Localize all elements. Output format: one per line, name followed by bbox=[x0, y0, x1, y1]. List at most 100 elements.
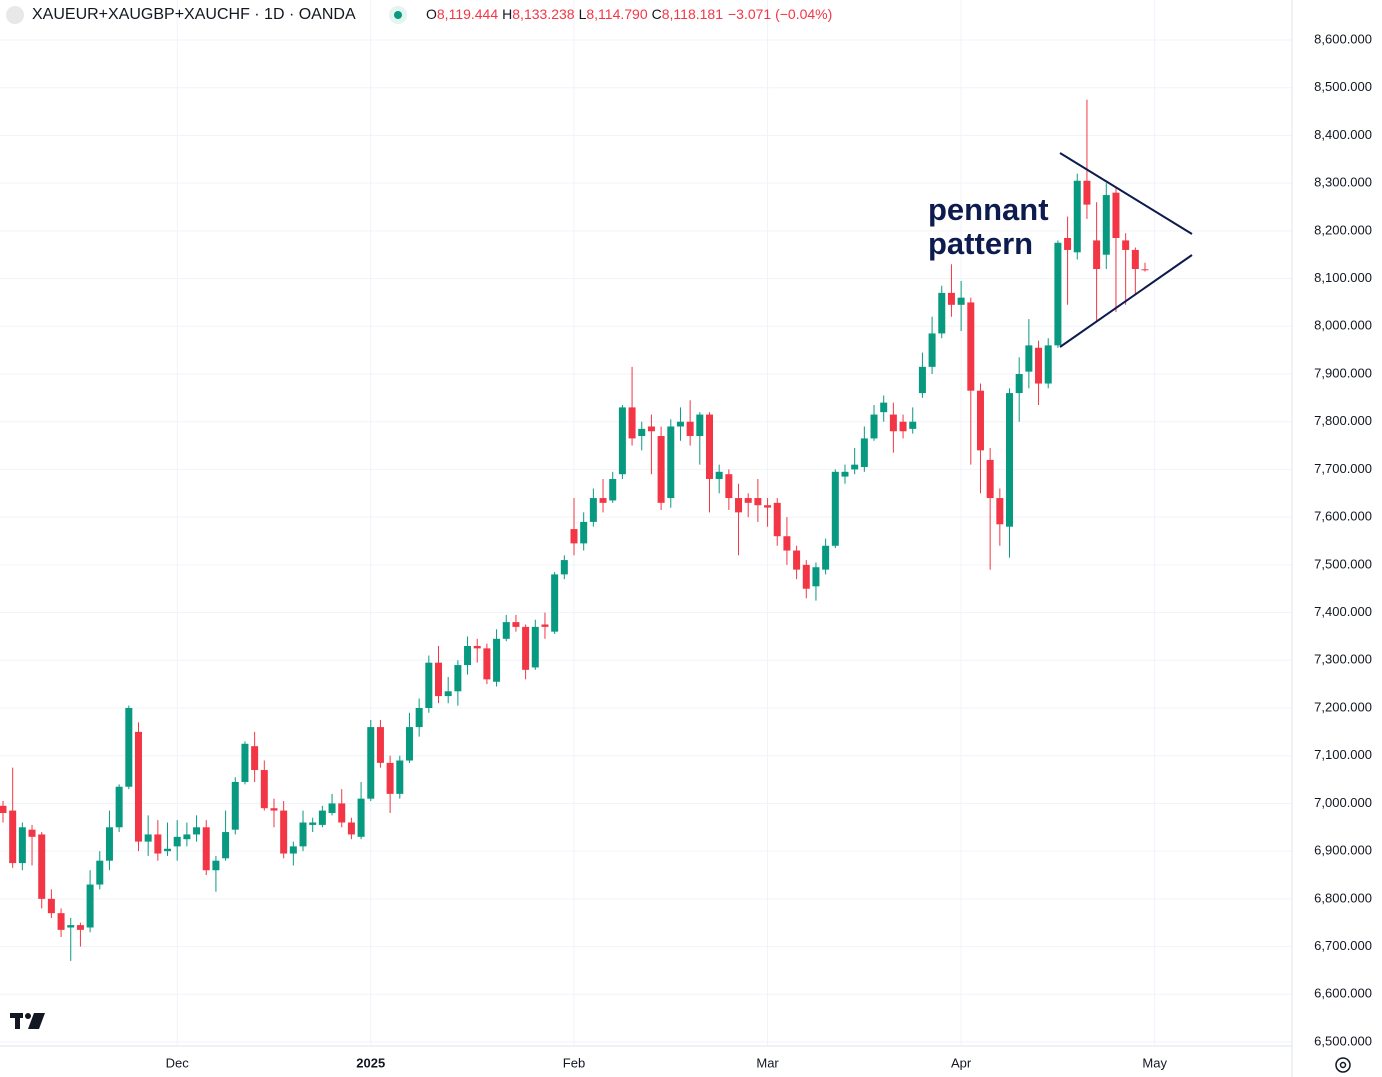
candle-body bbox=[9, 810, 17, 864]
candle-body bbox=[551, 574, 559, 632]
candle-body bbox=[1131, 249, 1139, 270]
candle-body bbox=[696, 414, 704, 437]
candle-body bbox=[473, 645, 481, 649]
y-tick-label: 8,400.000 bbox=[1314, 127, 1372, 142]
candle-body bbox=[86, 884, 94, 928]
candle-body bbox=[222, 832, 230, 859]
status-dot bbox=[394, 11, 402, 19]
y-tick-label: 6,500.000 bbox=[1314, 1033, 1372, 1048]
candle-body bbox=[493, 638, 501, 682]
candle-body bbox=[899, 421, 907, 432]
x-tick-label: Apr bbox=[951, 1055, 972, 1070]
y-tick-label: 7,200.000 bbox=[1314, 699, 1372, 714]
settings-icon-center bbox=[1339, 1061, 1347, 1069]
candle-body bbox=[841, 471, 849, 477]
y-tick-label: 7,900.000 bbox=[1314, 365, 1372, 380]
candle-body bbox=[47, 898, 55, 914]
pennant-lower bbox=[1059, 254, 1193, 348]
candle-body bbox=[541, 624, 549, 627]
y-tick-label: 6,600.000 bbox=[1314, 986, 1372, 1001]
candle-body bbox=[783, 536, 791, 551]
candle-body bbox=[328, 803, 336, 813]
y-tick-label: 7,300.000 bbox=[1314, 652, 1372, 667]
header: XAUEUR+XAUGBP+XAUCHF · 1D · OANDA O8,119… bbox=[6, 6, 832, 24]
candle-body bbox=[415, 708, 423, 728]
tv-logo bbox=[10, 1013, 45, 1029]
candle-body bbox=[144, 834, 152, 842]
candle-body bbox=[851, 464, 859, 470]
candle-body bbox=[735, 498, 743, 513]
candle-body bbox=[367, 727, 375, 799]
annotation: pattern bbox=[928, 226, 1033, 261]
y-tick-label: 8,000.000 bbox=[1314, 318, 1372, 333]
candle-body bbox=[444, 691, 452, 697]
candle-body bbox=[376, 727, 384, 763]
candle-body bbox=[125, 708, 133, 787]
candle-body bbox=[793, 550, 801, 570]
x-tick-label: May bbox=[1142, 1055, 1167, 1070]
candle-body bbox=[435, 662, 443, 697]
candle-body bbox=[464, 645, 472, 666]
candle-body bbox=[812, 567, 820, 587]
y-tick-label: 7,600.000 bbox=[1314, 509, 1372, 524]
candle-body bbox=[425, 662, 433, 708]
y-tick-label: 8,500.000 bbox=[1314, 79, 1372, 94]
ohlc-value: 8,118.181 bbox=[662, 6, 723, 22]
candle-body bbox=[1112, 192, 1120, 239]
candle-body bbox=[918, 366, 926, 394]
candle-body bbox=[609, 478, 617, 501]
candle-body bbox=[202, 827, 210, 871]
candle-body bbox=[512, 622, 520, 627]
y-tick-label: 7,700.000 bbox=[1314, 461, 1372, 476]
candle-body bbox=[1044, 345, 1052, 384]
candle-body bbox=[154, 834, 162, 854]
candle-body bbox=[260, 770, 268, 809]
candle-body bbox=[754, 498, 762, 506]
candle-body bbox=[357, 798, 365, 837]
ohlc-key: C bbox=[652, 6, 662, 22]
y-tick-label: 7,500.000 bbox=[1314, 556, 1372, 571]
candle-body bbox=[0, 805, 7, 813]
candle-body bbox=[570, 529, 578, 544]
y-tick-label: 8,200.000 bbox=[1314, 222, 1372, 237]
candle-body bbox=[231, 781, 239, 830]
candle-body bbox=[880, 402, 888, 413]
x-tick-label: Mar bbox=[756, 1055, 779, 1070]
candle-body bbox=[289, 846, 297, 854]
candle-body bbox=[105, 827, 113, 861]
candle-body bbox=[251, 746, 259, 771]
candle-body bbox=[1054, 242, 1062, 346]
candle-body bbox=[134, 731, 142, 842]
candle-body bbox=[764, 505, 772, 508]
grid bbox=[0, 0, 1292, 1046]
candle-body bbox=[1141, 269, 1149, 271]
x-tick-label: Feb bbox=[563, 1055, 585, 1070]
candle-body bbox=[183, 834, 191, 840]
candle-body bbox=[18, 827, 26, 864]
candle-body bbox=[405, 727, 413, 761]
logo-part bbox=[25, 1013, 31, 1019]
candle-body bbox=[860, 438, 868, 468]
candle-body bbox=[1102, 195, 1110, 255]
candle-body bbox=[115, 786, 123, 828]
candle-body bbox=[928, 333, 936, 367]
y-tick-label: 7,100.000 bbox=[1314, 747, 1372, 762]
candle-body bbox=[957, 297, 965, 305]
candle-body bbox=[580, 521, 588, 544]
ohlc-values: O8,119.444 H8,133.238 L8,114.790 C8,118.181… bbox=[426, 6, 832, 22]
settings-icon[interactable] bbox=[1335, 1057, 1351, 1073]
candle-body bbox=[1083, 180, 1091, 205]
symbol-icon bbox=[6, 6, 24, 24]
candle-body bbox=[802, 564, 810, 589]
ohlc-key: O bbox=[426, 6, 437, 22]
candle-body bbox=[647, 426, 655, 432]
candle-body bbox=[396, 760, 404, 794]
candle-body bbox=[870, 414, 878, 439]
candle-body bbox=[193, 827, 201, 835]
logo-part bbox=[33, 1013, 45, 1029]
ohlc-key: H bbox=[502, 6, 512, 22]
candle-body bbox=[773, 502, 781, 537]
candle-body bbox=[347, 822, 355, 835]
pennant-lines bbox=[1059, 152, 1193, 348]
